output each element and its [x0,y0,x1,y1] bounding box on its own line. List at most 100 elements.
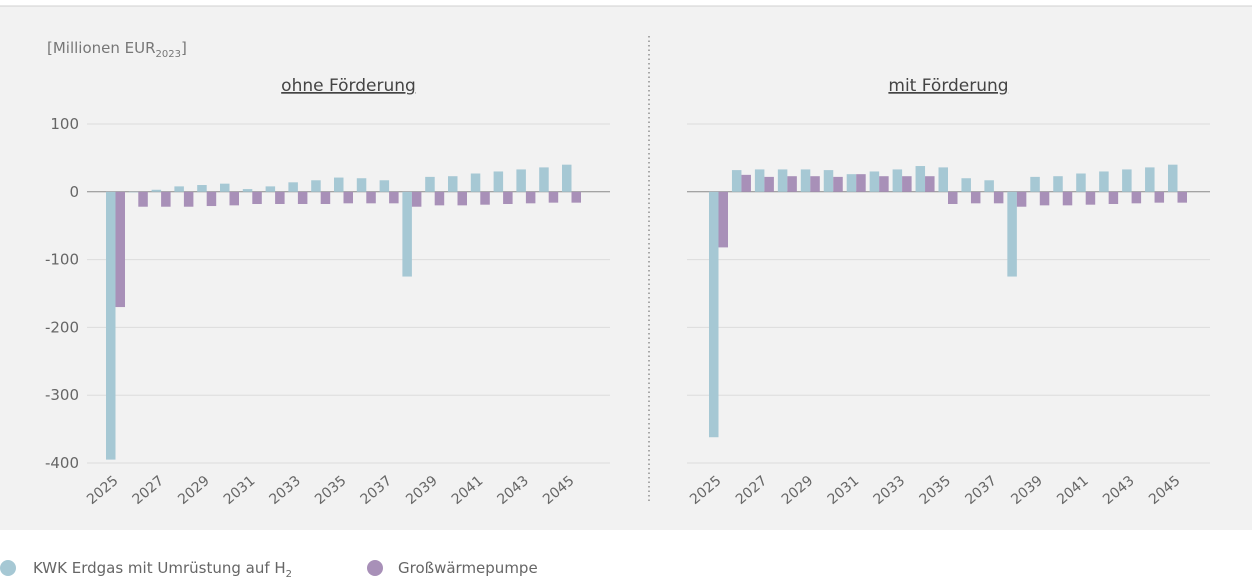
bar-grosswaermepumpe [1177,191,1187,203]
bar-kwk [1168,164,1178,192]
bar-kwk [174,186,184,192]
bar-grosswaermepumpe [320,191,331,205]
bar-kwk [892,169,903,192]
bar-kwk [1122,169,1132,192]
bar-grosswaermepumpe [525,191,536,204]
bar-grosswaermepumpe [925,176,935,192]
legend-swatch-grosswaermepumpe [367,560,383,576]
bar-grosswaermepumpe [457,191,467,206]
bar-kwk [516,169,526,192]
bar-grosswaermepumpe [1108,191,1119,205]
bar-grosswaermepumpe [741,174,751,192]
bar-grosswaermepumpe [229,191,239,206]
bar-grosswaermepumpe [571,191,581,203]
bar-grosswaermepumpe [183,191,194,207]
bar-grosswaermepumpe [297,191,308,205]
bar-kwk [915,166,926,192]
bar-kwk [197,185,207,192]
panel-title: ohne Förderung [281,76,416,96]
bar-kwk [823,170,834,192]
bar-kwk [425,176,435,192]
panel-title: mit Förderung [888,76,1008,96]
bar-grosswaermepumpe [434,191,445,206]
bar-grosswaermepumpe [115,191,125,308]
bar-kwk [220,183,230,192]
bar-grosswaermepumpe [902,176,912,192]
bar-kwk [356,178,367,192]
bar-kwk [961,178,971,192]
bar-kwk [448,176,458,192]
bar-kwk [1030,176,1040,192]
bar-grosswaermepumpe [833,176,843,192]
bar-grosswaermepumpe [948,191,958,205]
bar-grosswaermepumpe [366,191,376,204]
bar-grosswaermepumpe [1131,191,1142,204]
bar-grosswaermepumpe [343,191,353,204]
bar-kwk [379,180,390,192]
bar-grosswaermepumpe [206,191,217,207]
bar-grosswaermepumpe [856,174,866,192]
bar-grosswaermepumpe [161,191,171,207]
y-tick-label: 0 [69,183,79,201]
legend: KWK Erdgas mit Umrüstung auf H2 Großwärm… [0,559,538,580]
bar-kwk [265,186,276,192]
legend-swatch-kwk [0,560,16,576]
bar-kwk [106,191,116,460]
bar-kwk [1099,171,1109,192]
bar-grosswaermepumpe [275,191,285,205]
bar-kwk [242,189,253,192]
bar-kwk [709,191,719,438]
bar-grosswaermepumpe [718,191,728,248]
bar-kwk [1076,173,1086,192]
bar-grosswaermepumpe [1016,191,1027,207]
y-tick-label: -100 [45,251,79,269]
bar-kwk [984,180,994,192]
bar-kwk [128,191,139,193]
bar-kwk [1145,167,1155,192]
bar-kwk [562,164,572,192]
bar-grosswaermepumpe [810,176,820,192]
legend-item-grosswaermepumpe: Großwärmepumpe [367,559,538,577]
bar-grosswaermepumpe [411,191,422,207]
bar-grosswaermepumpe [389,191,399,204]
chart-background [0,6,1252,530]
bar-grosswaermepumpe [138,191,148,207]
bar-grosswaermepumpe [993,191,1004,204]
bar-grosswaermepumpe [480,191,490,205]
bar-kwk [731,170,742,192]
bar-kwk [869,171,880,192]
bar-kwk [151,189,162,192]
bar-kwk [311,180,321,192]
y-tick-label: -400 [45,454,79,472]
legend-label-grosswaermepumpe: Großwärmepumpe [398,559,538,577]
bar-kwk [334,177,344,192]
bar-kwk [493,171,504,192]
unit-label-subscript: 2023 [156,49,181,60]
bar-grosswaermepumpe [503,191,513,205]
bar-grosswaermepumpe [1039,191,1050,206]
bar-grosswaermepumpe [970,191,981,204]
bar-grosswaermepumpe [1085,191,1096,205]
bar-grosswaermepumpe [764,176,774,192]
unit-label: [Millionen EUR2023] [47,39,187,60]
bar-kwk [470,173,481,192]
bar-kwk [1053,176,1063,192]
bar-grosswaermepumpe [548,191,559,203]
bar-kwk [777,169,788,192]
bar-kwk [754,169,765,192]
bar-kwk [800,169,811,192]
y-tick-label: 100 [50,115,79,133]
bar-grosswaermepumpe [879,176,889,192]
legend-item-kwk: KWK Erdgas mit Umrüstung auf H2 [0,559,292,580]
bar-kwk [539,167,549,192]
bar-kwk [846,174,857,192]
bar-grosswaermepumpe [1062,191,1073,206]
bar-grosswaermepumpe [787,176,797,192]
bar-grosswaermepumpe [252,191,262,205]
y-tick-label: -300 [45,386,79,404]
legend-label-kwk: KWK Erdgas mit Umrüstung auf H2 [33,559,292,580]
bar-kwk [938,167,948,192]
y-tick-label: -200 [45,318,79,336]
bar-kwk [288,182,298,192]
